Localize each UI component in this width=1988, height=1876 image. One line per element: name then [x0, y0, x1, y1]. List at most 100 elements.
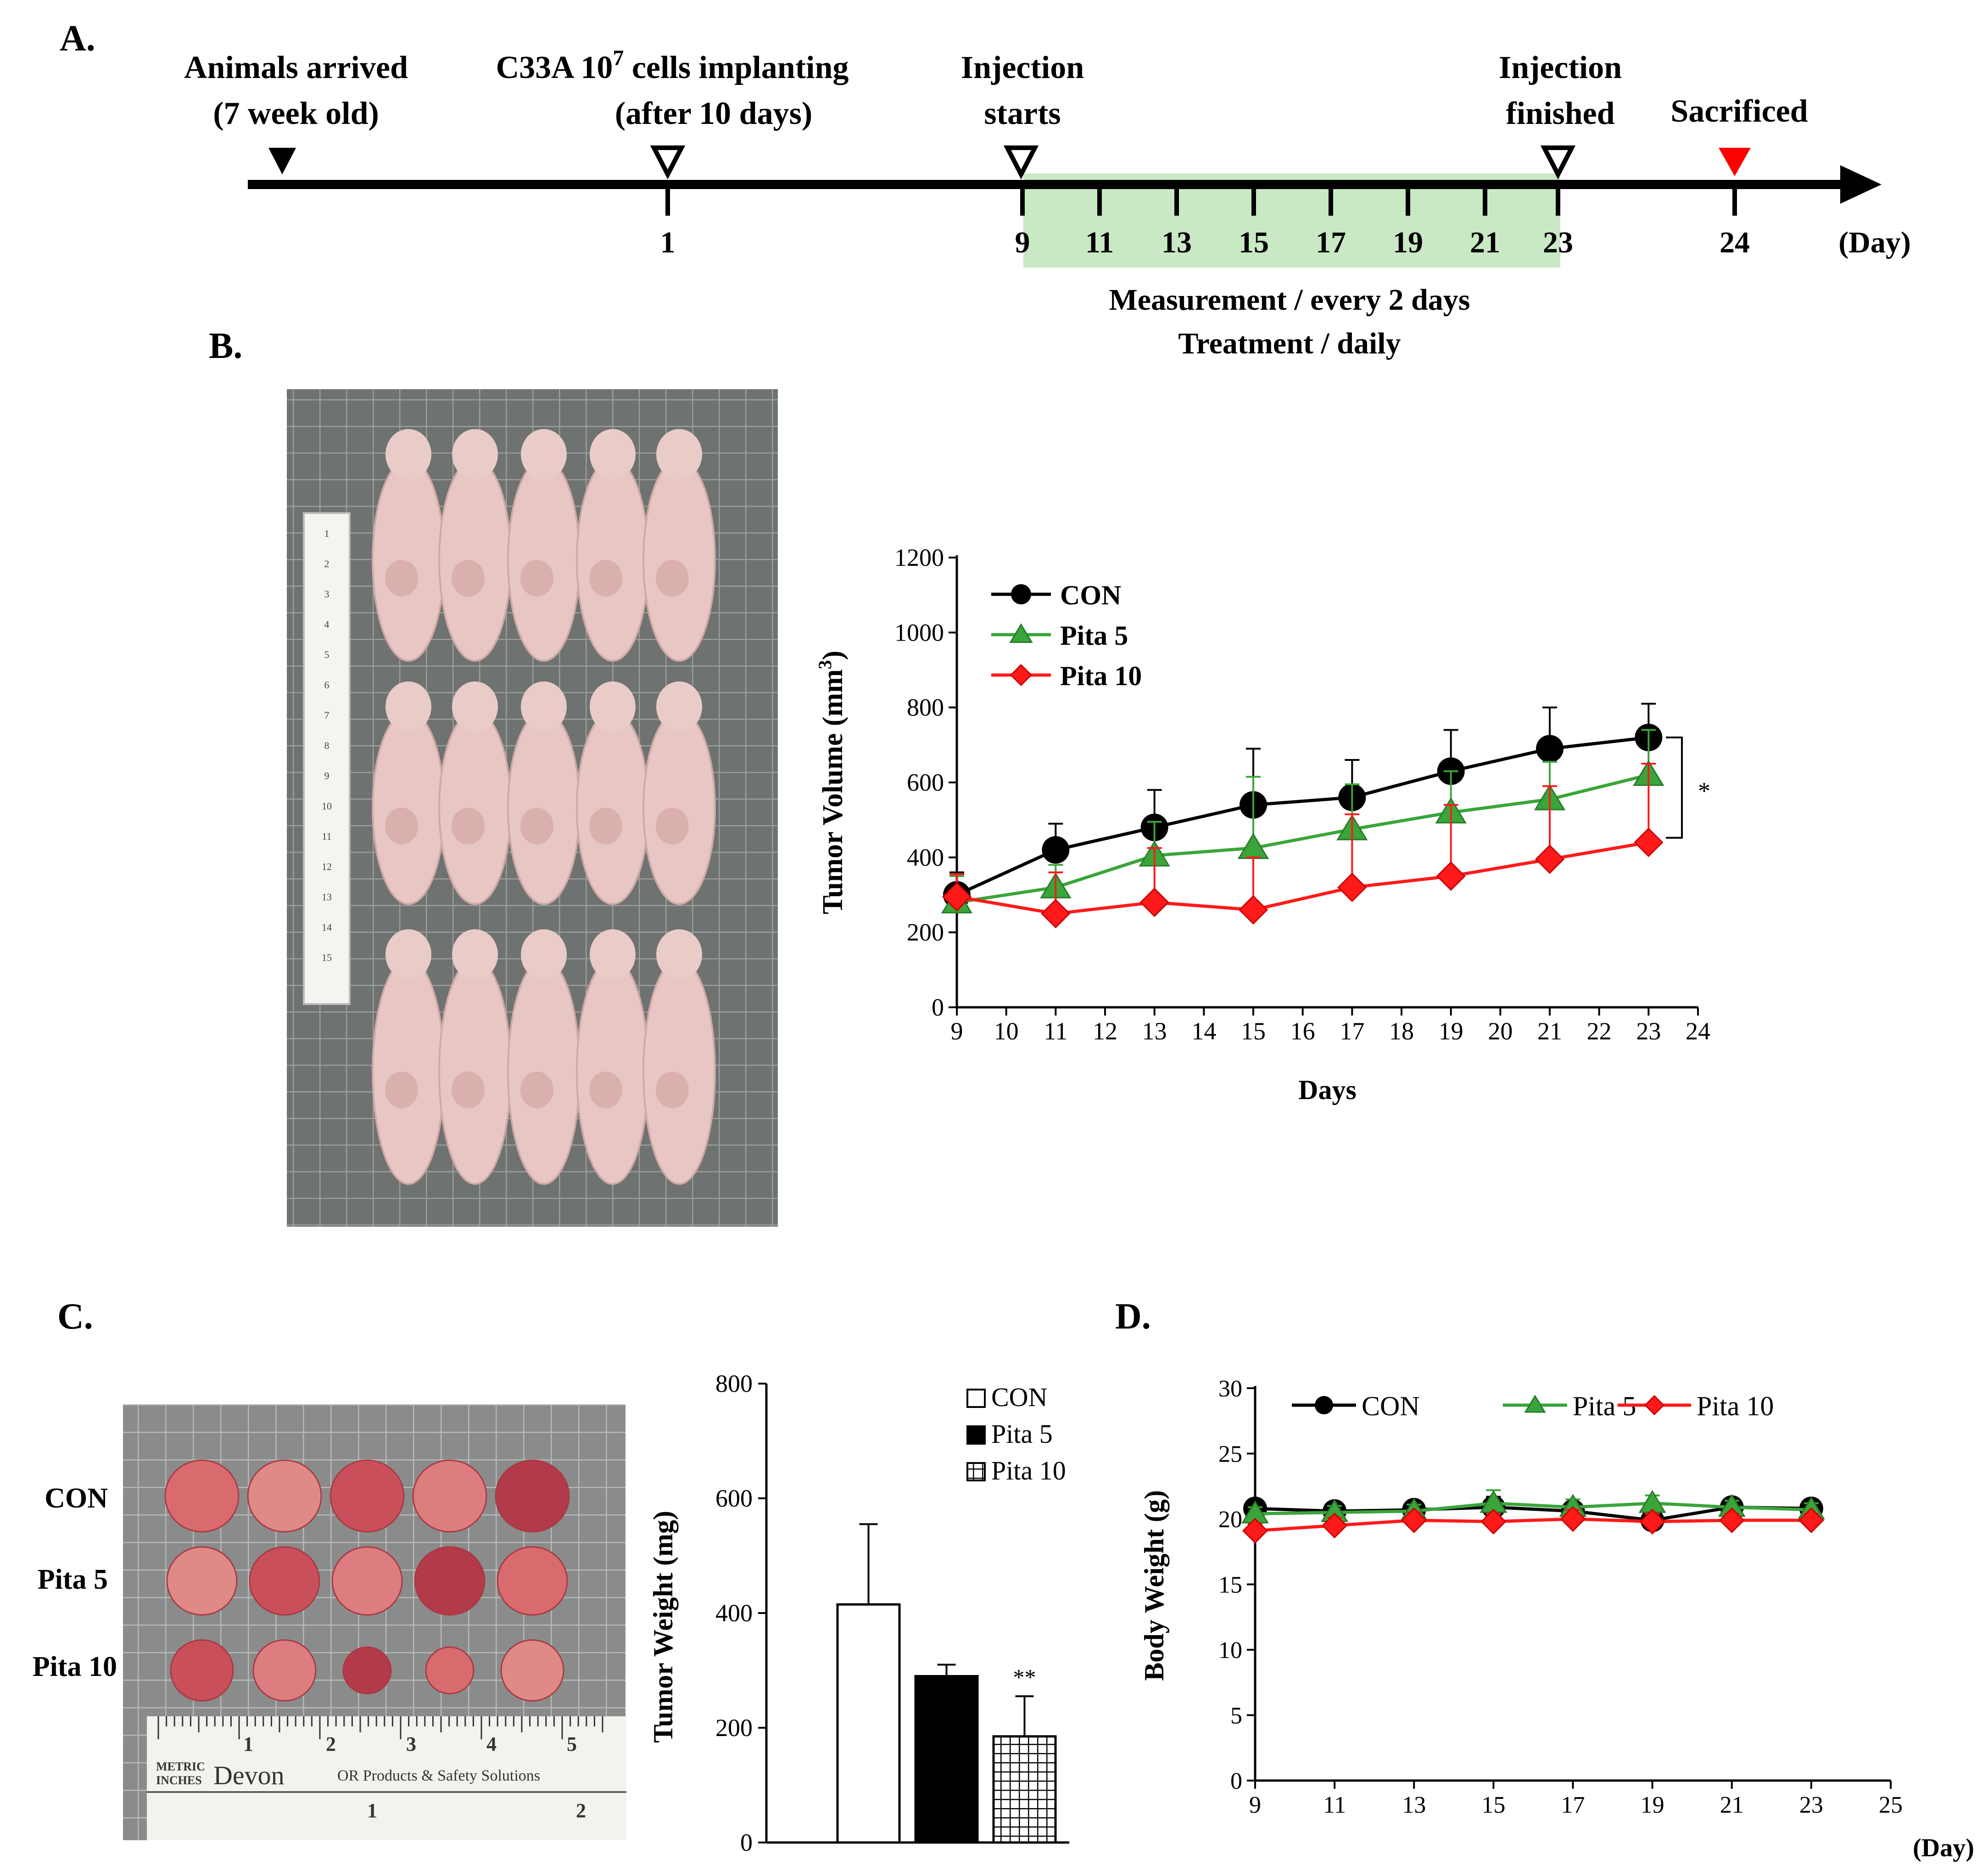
x-tick-label: 24 [1686, 1017, 1710, 1045]
mouse-body [507, 958, 581, 1185]
mice-ruler-digit: 3 [324, 588, 329, 600]
mouse-head [590, 429, 636, 480]
x-axis-label: Days [1298, 1075, 1357, 1105]
y-tick-label: 0 [932, 994, 944, 1021]
y-axis-label: Tumor Weight (mg) [648, 1511, 678, 1743]
timeline-tick-label: 23 [1543, 226, 1573, 259]
legend-entry: CON [991, 580, 1121, 610]
mouse-head [656, 929, 702, 980]
mouse-body [438, 958, 512, 1185]
series-line [956, 773, 1649, 904]
y-tick-label: 30 [1218, 1376, 1242, 1402]
y-tick-label: 20 [1218, 1507, 1242, 1533]
x-tick-label: 9 [1249, 1792, 1261, 1818]
mice-ruler-digit: 5 [324, 649, 329, 660]
data-point [1436, 861, 1466, 891]
tumor-row-label-pita5: Pita 5 [38, 1564, 108, 1595]
tumor-sample [425, 1646, 475, 1695]
data-point [942, 882, 972, 912]
y-tick-label: 15 [1218, 1572, 1242, 1598]
y-axis-label: Body Weight (g) [1139, 1490, 1169, 1681]
timeline-tick-label: 1 [660, 226, 676, 259]
y-tick-label: 0 [1230, 1768, 1242, 1794]
legend-marker [1010, 664, 1033, 687]
data-point [1401, 1507, 1427, 1533]
tumor-sample [166, 1546, 238, 1616]
x-tick-label: 23 [1799, 1792, 1823, 1818]
event-injection-finish-line2: finished [1506, 96, 1614, 131]
y-tick-label: 5 [1230, 1703, 1242, 1729]
legend-marker [1011, 584, 1031, 604]
ruler-cm-label: 4 [486, 1733, 497, 1755]
mouse-head [385, 681, 431, 732]
mice-ruler-digit: 7 [324, 709, 329, 721]
x-tick-label: 20 [1488, 1017, 1513, 1045]
legend-entry: Pita 10 [991, 661, 1142, 691]
mouse-body [642, 710, 716, 905]
mice-ruler-digit: 15 [322, 952, 332, 963]
ruler-cm-label: 2 [326, 1733, 336, 1755]
tumor-volume-chart: 0 200 400 600 800 1000 1200 9 10 11 12 13 14 15 16 17 18… [815, 544, 1710, 1105]
timeline-tick-label: 15 [1239, 226, 1269, 259]
data-point [1322, 1513, 1348, 1539]
x-tick-label: 9 [951, 1017, 963, 1045]
tumor-sample [412, 1459, 487, 1533]
y-tick-label: 1200 [894, 544, 944, 571]
legend-swatch [966, 1462, 986, 1481]
data-point [1238, 895, 1268, 925]
data-point [1639, 1508, 1665, 1535]
panel-d-letter: D. [1115, 1296, 1151, 1337]
tumor-sample [164, 1459, 240, 1533]
series-line [1255, 1517, 1811, 1533]
mouse-head [452, 929, 498, 980]
timeline-tick-label: 17 [1316, 226, 1346, 259]
x-tick-label: 11 [1044, 1017, 1067, 1045]
legend-entry: CON [1292, 1391, 1420, 1421]
implant-marker-icon [650, 145, 686, 179]
ruler-tagline-text: OR Products & Safety Solutions [337, 1767, 540, 1784]
series-pita-10 [942, 763, 1664, 928]
series-line [956, 736, 1649, 897]
mouse-head [385, 429, 431, 480]
mouse-head [656, 429, 702, 480]
y-tick-label: 200 [907, 919, 944, 946]
legend-entry: Pita 10 [966, 1456, 1066, 1485]
x-tick-label: 16 [1290, 1017, 1315, 1045]
timeline-tick-label: 13 [1162, 226, 1192, 259]
panel-a: A. Animals arrived (7 week old) C33A 107… [60, 18, 1911, 360]
y-tick-label: 600 [907, 769, 944, 796]
y-tick-label: 400 [715, 1599, 753, 1627]
panel-b-letter: B. [209, 326, 242, 366]
timeline-arrowhead [1840, 165, 1882, 204]
mice-ruler-digit: 12 [322, 861, 332, 872]
event-injection-finish-line1: Injection [1499, 50, 1622, 85]
mouse-tumor [520, 560, 553, 597]
tumor-sample [495, 1459, 570, 1533]
panel-c: C. CON Pita 5 Pita 10 1 2 3 4 5 1 2 [33, 1296, 626, 1840]
data-point [1536, 735, 1564, 763]
tumor-weight-chart: 0 200 400 600 800 Tumor Weight (mg) ** CON Pita … [648, 1370, 1069, 1856]
timeline-tick-label: 19 [1393, 226, 1423, 259]
ruler-in-label: 2 [576, 1799, 586, 1822]
mouse-tumor [385, 560, 418, 597]
tumor-sample [414, 1546, 486, 1616]
ruler-brand-text: Devon [213, 1760, 285, 1790]
tumor-sample [252, 1639, 317, 1702]
ruler-inches-text: INCHES [156, 1774, 202, 1787]
legend-swatch [966, 1389, 986, 1408]
event-injection-start-line2: starts [984, 96, 1061, 131]
timeline-tick-label: 11 [1085, 226, 1114, 259]
y-tick-label: 1000 [894, 619, 944, 646]
mouse-body [642, 958, 716, 1185]
tumor-row-label-pita10: Pita 10 [33, 1651, 117, 1682]
mouse-tumor [385, 1072, 418, 1108]
mouse-body [372, 458, 445, 662]
legend-label: Pita 5 [1060, 620, 1128, 651]
tumor-row-label-con: CON [45, 1483, 108, 1514]
treatment-period-shade [1023, 173, 1560, 268]
legend-entry: CON [966, 1382, 1047, 1412]
mouse-body [372, 710, 445, 905]
panel-d: D. [1115, 1296, 1151, 1337]
tumor-sample [170, 1639, 234, 1702]
